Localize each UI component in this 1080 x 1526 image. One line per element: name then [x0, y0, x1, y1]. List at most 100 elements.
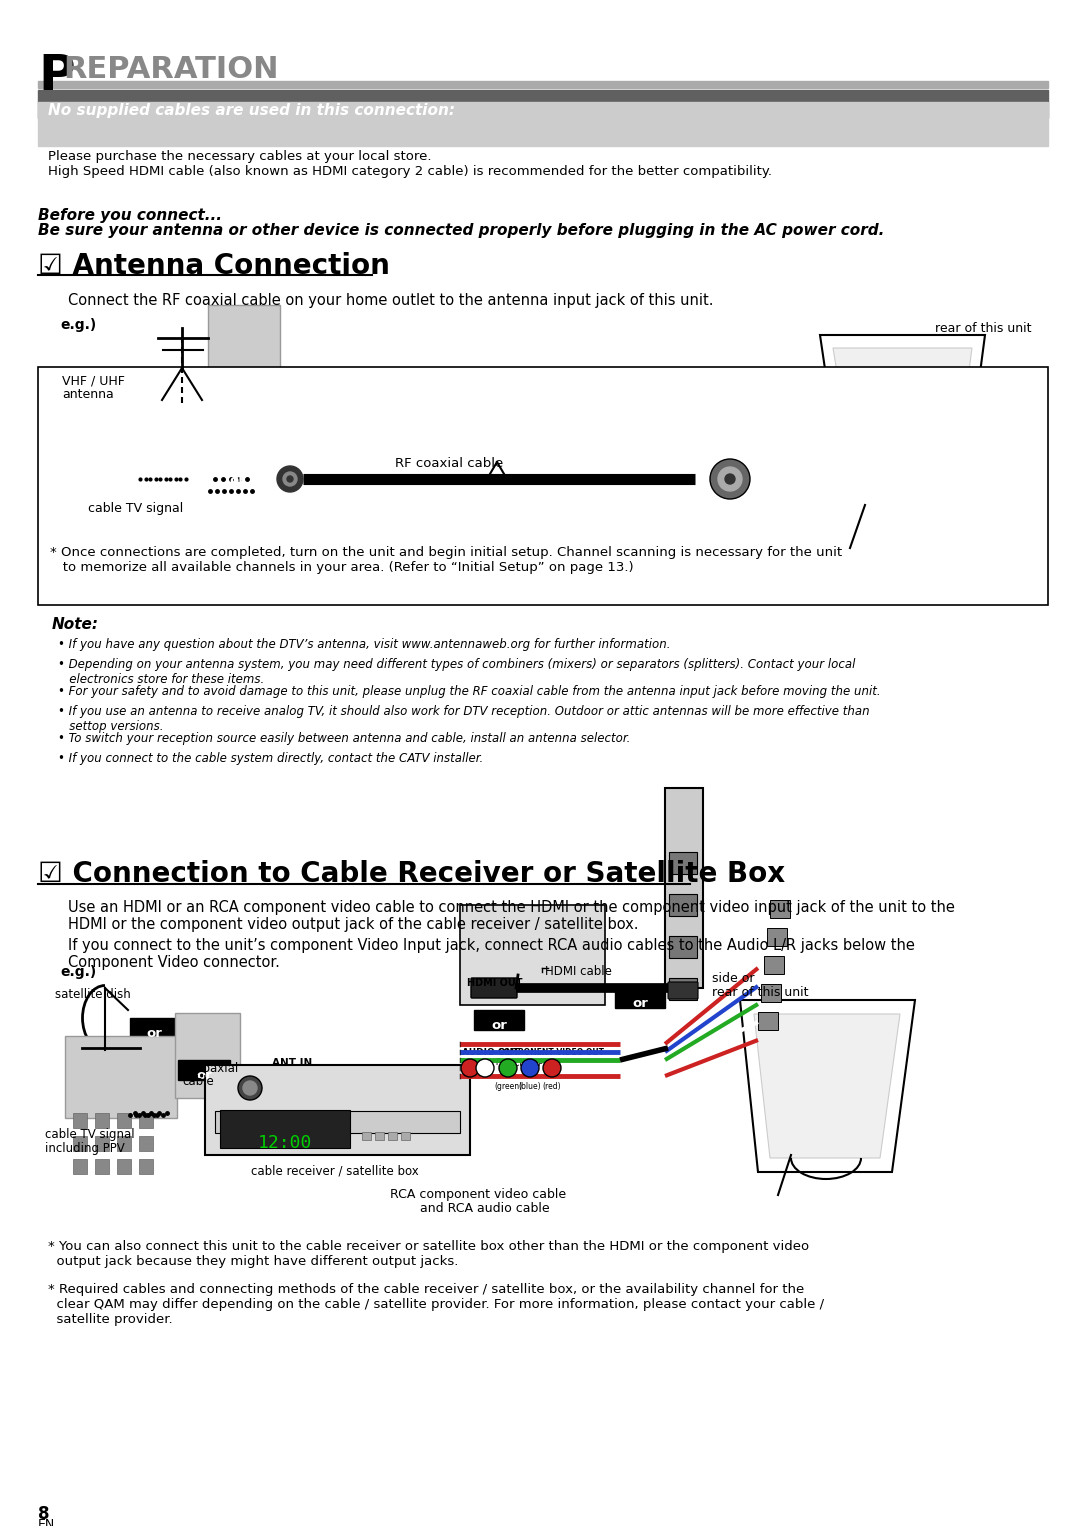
- Bar: [205, 1065, 470, 1155]
- Bar: [375, 1132, 384, 1140]
- Bar: [215, 1111, 460, 1132]
- Bar: [669, 852, 697, 874]
- Text: • To switch your reception source easily between antenna and cable, install an a: • To switch your reception source easily…: [58, 732, 631, 745]
- Bar: [87, 385, 200, 485]
- Text: * You can also connect this unit to the cable receiver or satellite box other th: * You can also connect this unit to the …: [48, 1241, 809, 1268]
- Bar: [175, 1013, 240, 1099]
- Bar: [95, 1135, 109, 1151]
- Bar: [178, 1061, 230, 1080]
- Text: Pb/Cb      Pr/Cr: Pb/Cb Pr/Cr: [502, 1058, 557, 1067]
- Text: High Speed HDMI cable (also known as HDMI category 2 cable) is recommended for t: High Speed HDMI cable (also known as HDM…: [48, 165, 772, 179]
- Text: (blue): (blue): [518, 1082, 541, 1091]
- Circle shape: [718, 467, 742, 491]
- Text: or: or: [197, 1070, 212, 1082]
- Bar: [140, 546, 154, 562]
- Bar: [696, 443, 777, 502]
- Bar: [665, 787, 703, 987]
- Bar: [388, 1132, 397, 1140]
- Text: • If you have any question about the DTV’s antenna, visit www.antennaweb.org for: • If you have any question about the DTV…: [58, 638, 671, 652]
- Bar: [162, 481, 176, 496]
- Circle shape: [725, 475, 735, 484]
- Bar: [117, 1112, 131, 1128]
- FancyBboxPatch shape: [669, 983, 698, 1000]
- Text: Please purchase the necessary cables at your local store.: Please purchase the necessary cables at …: [48, 150, 432, 163]
- Bar: [118, 546, 132, 562]
- Bar: [761, 984, 781, 1003]
- Bar: [65, 1036, 177, 1119]
- Bar: [211, 465, 264, 485]
- Circle shape: [476, 1059, 494, 1077]
- Text: or: or: [491, 1019, 507, 1032]
- FancyBboxPatch shape: [471, 978, 517, 998]
- Bar: [118, 525, 132, 540]
- Circle shape: [243, 1080, 257, 1096]
- Text: including PPV: including PPV: [45, 1141, 125, 1155]
- Bar: [767, 928, 787, 946]
- Bar: [38, 102, 1048, 146]
- Bar: [38, 366, 1048, 604]
- Text: e.g.): e.g.): [60, 964, 96, 980]
- Bar: [117, 1160, 131, 1173]
- Bar: [118, 504, 132, 517]
- Bar: [38, 81, 1048, 89]
- Text: COMPONENT VIDEO OUT: COMPONENT VIDEO OUT: [498, 1048, 604, 1058]
- Bar: [130, 1018, 178, 1038]
- Text: REPARATION: REPARATION: [63, 55, 279, 84]
- Text: and RCA audio cable: and RCA audio cable: [420, 1202, 550, 1215]
- Circle shape: [521, 1059, 539, 1077]
- Text: e.g.): e.g.): [60, 317, 96, 333]
- Bar: [460, 905, 605, 1006]
- Text: cable receiver / satellite box: cable receiver / satellite box: [252, 1164, 419, 1178]
- Bar: [669, 894, 697, 916]
- Bar: [95, 1112, 109, 1128]
- Text: cable TV signal: cable TV signal: [87, 502, 184, 514]
- Text: RF coaxial: RF coaxial: [178, 1062, 239, 1074]
- Text: or: or: [146, 1027, 162, 1041]
- Bar: [220, 1109, 350, 1148]
- Circle shape: [710, 459, 750, 499]
- Circle shape: [283, 472, 297, 485]
- Text: HDMI OUT: HDMI OUT: [468, 978, 523, 987]
- Text: ☑ Antenna Connection: ☑ Antenna Connection: [38, 252, 390, 279]
- Bar: [96, 504, 110, 517]
- Text: AUDIO OUT: AUDIO OUT: [462, 1048, 519, 1058]
- Text: EN: EN: [38, 1518, 55, 1526]
- Text: or: or: [632, 996, 648, 1010]
- Circle shape: [499, 1059, 517, 1077]
- Bar: [73, 1135, 87, 1151]
- Circle shape: [238, 1076, 262, 1100]
- Bar: [139, 1160, 153, 1173]
- Bar: [758, 1012, 778, 1030]
- Text: No supplied cables are used in this connection:: No supplied cables are used in this conn…: [48, 102, 455, 118]
- Circle shape: [276, 465, 303, 491]
- Circle shape: [287, 476, 293, 482]
- Bar: [73, 1160, 87, 1173]
- Text: * Required cables and connecting methods of the cable receiver / satellite box, : * Required cables and connecting methods…: [48, 1283, 824, 1326]
- Bar: [669, 978, 697, 1000]
- Bar: [162, 504, 176, 517]
- Text: HDMI cable: HDMI cable: [545, 964, 612, 978]
- Polygon shape: [820, 336, 985, 525]
- Bar: [117, 1135, 131, 1151]
- Text: If you connect to the unit’s component Video Input jack, connect RCA audio cable: If you connect to the unit’s component V…: [68, 938, 915, 971]
- Text: Before you connect...: Before you connect...: [38, 208, 222, 223]
- Bar: [764, 955, 784, 974]
- Text: rear of this unit: rear of this unit: [935, 322, 1031, 336]
- Bar: [139, 1112, 153, 1128]
- Text: ANT IN: ANT IN: [272, 1058, 312, 1068]
- Text: Use an HDMI or an RCA component video cable to connect the HDMI or the component: Use an HDMI or an RCA component video ca…: [68, 900, 955, 932]
- Text: • If you connect to the cable system directly, contact the CATV installer.: • If you connect to the cable system dir…: [58, 752, 483, 765]
- Bar: [139, 1135, 153, 1151]
- Bar: [162, 546, 176, 562]
- Text: • For your safety and to avoid damage to this unit, please unplug the RF coaxial: • For your safety and to avoid damage to…: [58, 685, 880, 697]
- Text: RF coaxial cable: RF coaxial cable: [395, 456, 503, 470]
- Polygon shape: [740, 1000, 915, 1172]
- Bar: [140, 481, 154, 496]
- Text: Note:: Note:: [52, 617, 99, 632]
- Bar: [162, 525, 176, 540]
- Text: or: or: [229, 475, 245, 487]
- Bar: [96, 481, 110, 496]
- Text: ☑ Connection to Cable Receiver or Satellite Box: ☑ Connection to Cable Receiver or Satell…: [38, 861, 785, 888]
- Bar: [669, 935, 697, 958]
- Bar: [208, 305, 280, 415]
